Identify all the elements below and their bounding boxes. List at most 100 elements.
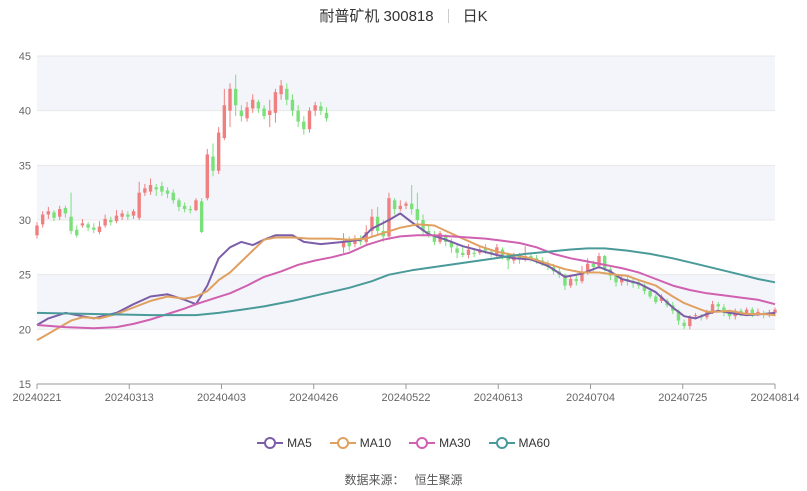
candle [273, 88, 278, 123]
candle [432, 230, 437, 246]
candle [648, 288, 652, 299]
title-separator [447, 9, 449, 23]
candle-body [427, 230, 431, 235]
series-line-ma60 [36, 247, 776, 317]
candle-body [387, 198, 391, 237]
candle-body [375, 216, 380, 231]
legend-item-ma5[interactable]: MA5 [257, 436, 312, 450]
candle [568, 274, 573, 288]
x-tick-label: 20240221 [13, 392, 62, 404]
grid-band [37, 165, 775, 220]
candle-body [171, 192, 175, 201]
candle-body [602, 256, 607, 270]
x-tick-label: 20240704 [566, 392, 615, 404]
legend-item-ma60[interactable]: MA60 [488, 436, 550, 450]
candle-body [58, 209, 62, 217]
candle [216, 127, 221, 175]
candle [290, 94, 295, 117]
legend: MA5 MA10 MA30 MA60 [0, 436, 807, 450]
legend-item-ma30[interactable]: MA30 [409, 436, 471, 450]
candle-body [245, 107, 249, 119]
grid-band [37, 56, 775, 111]
candle [341, 233, 346, 253]
candle-body [580, 271, 584, 282]
candle-body [659, 296, 664, 301]
candle-body [97, 226, 102, 233]
candle-body [268, 110, 272, 116]
x-tick-label: 20240814 [751, 392, 800, 404]
candle [80, 218, 85, 228]
candle [46, 206, 51, 219]
candle-body [216, 132, 221, 171]
candle-body [92, 227, 96, 230]
candle [211, 143, 215, 177]
legend-item-ma10[interactable]: MA10 [329, 436, 391, 450]
candle-body [620, 279, 624, 283]
candle-body [302, 121, 306, 130]
candle [415, 192, 420, 226]
candle-body [63, 207, 68, 214]
candle [109, 216, 113, 226]
candle-body [324, 112, 329, 119]
candle-body [165, 190, 170, 194]
x-tick-label: 20240725 [658, 392, 707, 404]
candle [52, 210, 56, 222]
candle [370, 209, 374, 237]
candle-body [591, 263, 596, 268]
candle [659, 294, 664, 304]
candle-body [597, 256, 601, 266]
candle-body [86, 224, 90, 228]
candle [239, 105, 244, 122]
y-tick-label: 15 [19, 379, 31, 391]
candle-body [126, 214, 130, 217]
candlestick-chart: 15 20 25 30 35 40 45 20240221 20240313 20240403 20… [13, 51, 800, 404]
candle-body [69, 216, 73, 231]
candle-body [35, 225, 39, 236]
candle-body [563, 274, 567, 286]
candle-body [307, 110, 312, 130]
candle [205, 148, 210, 201]
candle-body [114, 215, 119, 222]
candle-body [199, 201, 204, 233]
candle-body [194, 200, 198, 211]
candle [40, 211, 45, 228]
candle-body [296, 110, 300, 122]
candle-body [228, 88, 232, 111]
candle [92, 223, 96, 234]
period-label: 日K [462, 8, 488, 25]
candle [313, 101, 317, 117]
candle-body [370, 216, 374, 231]
candle [58, 205, 62, 220]
candle-body [290, 99, 295, 111]
legend-marker-icon [329, 437, 356, 449]
candle [307, 107, 312, 133]
candle [574, 274, 579, 286]
candle-body [233, 88, 238, 106]
candle-body [120, 213, 124, 217]
candle [148, 178, 153, 195]
candle [35, 222, 39, 239]
candle-body [688, 317, 692, 327]
candle-body [461, 252, 465, 255]
candle [597, 252, 601, 269]
candle [114, 210, 119, 224]
candle [285, 83, 289, 106]
candle [455, 244, 459, 259]
candle-body [722, 307, 726, 313]
candle-body [256, 101, 261, 109]
candle-body [251, 99, 255, 109]
candle-body [432, 236, 437, 242]
candle-body [40, 214, 45, 225]
candle-body [495, 247, 499, 254]
candle [165, 187, 170, 199]
candle [222, 88, 227, 141]
candle-body [637, 283, 641, 286]
chart-title: 耐普矿机 300818 日K [0, 5, 807, 26]
candle [177, 198, 181, 212]
legend-label: MA30 [439, 436, 471, 450]
candle [182, 202, 187, 213]
y-tick-label: 30 [19, 215, 31, 227]
candle [296, 105, 300, 128]
candle [251, 94, 255, 113]
candle [188, 205, 192, 214]
